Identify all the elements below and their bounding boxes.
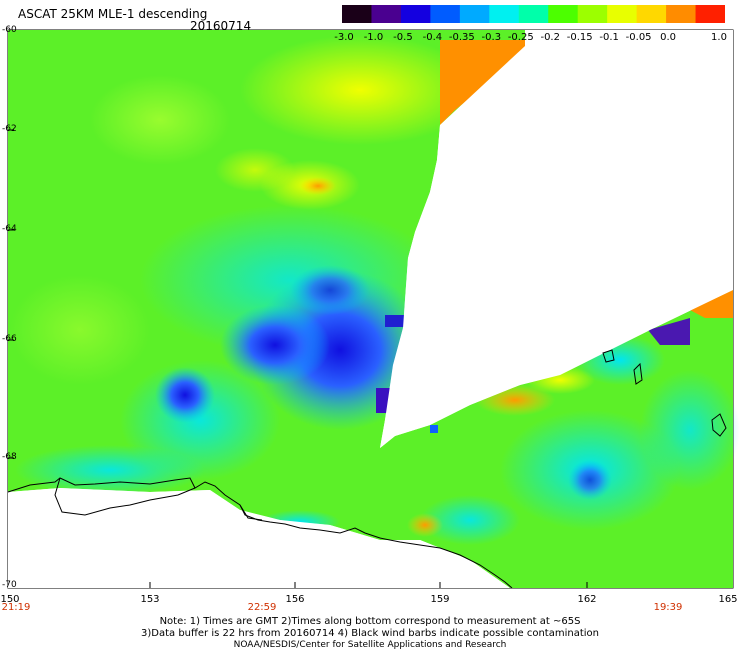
lat-label: -70 — [2, 580, 17, 590]
colorbar-label: -0.2 — [540, 32, 560, 43]
map-date: 20160714 — [190, 19, 252, 33]
note-line-3: NOAA/NESDIS/Center for Satellite Applica… — [233, 640, 507, 650]
lat-label: -66 — [2, 334, 17, 344]
lon-label: 162 — [577, 594, 597, 605]
lat-label: -68 — [2, 452, 17, 462]
colorbar-segment — [459, 5, 490, 23]
orange-ne-patch — [440, 40, 525, 125]
colorbar-label: -3.0 — [334, 32, 354, 43]
colorbar-segment — [695, 5, 726, 23]
lon-label: 156 — [285, 594, 305, 605]
colorbar: -3.0 -1.0 -0.5 -0.4 -0.35 -0.3 -0.25 -0.2 -0.15-… — [334, 5, 727, 45]
antarctic-land — [8, 488, 510, 588]
colorbar-segment — [577, 5, 608, 23]
lat-label: -60 — [2, 25, 17, 35]
lon-label: 153 — [140, 594, 160, 605]
time-label: 21:19 — [1, 602, 31, 613]
coastline — [7, 477, 513, 589]
colorbar-label: -0.4 — [422, 32, 443, 43]
colorbar-gradient — [342, 5, 726, 23]
lon-label: 165 — [718, 594, 738, 605]
colorbar-label: -1.0 — [363, 32, 384, 43]
lat-label: -62 — [2, 124, 17, 134]
lon-label: 150 — [0, 594, 20, 605]
colorbar-segment — [636, 5, 667, 23]
note-line-2: 3)Data buffer is 22 hrs from 20160714 4)… — [141, 628, 599, 639]
map-title: ASCAT 25KM MLE-1 descending — [18, 7, 208, 21]
colorbar-segment — [666, 5, 697, 23]
colorbar-segment — [607, 5, 638, 23]
purple-patch — [648, 318, 690, 345]
colorbar-label: -0.05 — [625, 32, 652, 43]
colorbar-label: -0.5 — [393, 32, 413, 43]
colorbar-segment — [400, 5, 431, 23]
colorbar-label: 0.0 — [660, 32, 677, 43]
colorbar-segment — [342, 5, 373, 23]
colorbar-label: -0.1 — [599, 32, 619, 43]
colorbar-label: -0.25 — [507, 32, 534, 43]
colorbar-segment — [371, 5, 402, 23]
lat-label: -64 — [2, 224, 17, 234]
colorbar-segment — [489, 5, 520, 23]
colorbar-label: 1.0 — [711, 32, 727, 43]
data-gap — [380, 30, 733, 448]
colorbar-label: -0.35 — [448, 32, 475, 43]
colorbar-label: -0.15 — [566, 32, 593, 43]
colorbar-segment — [548, 5, 579, 23]
lon-label: 159 — [430, 594, 450, 605]
note-line-1: Note: 1) Times are GMT 2)Times along bot… — [159, 616, 581, 627]
colorbar-label: -0.3 — [481, 32, 502, 43]
colorbar-segment — [518, 5, 549, 23]
time-label: 22:59 — [247, 602, 277, 613]
orange-east-patch — [690, 290, 733, 318]
colorbar-segment — [430, 5, 461, 23]
time-label: 19:39 — [653, 602, 683, 613]
